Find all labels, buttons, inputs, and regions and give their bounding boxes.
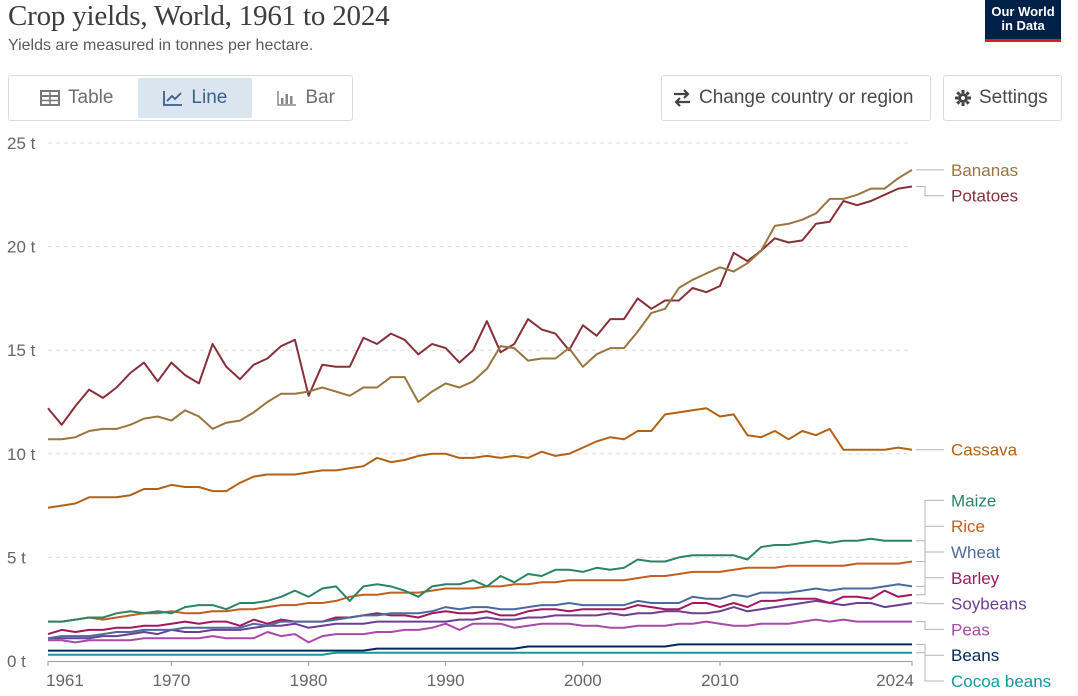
legend-label-bananas[interactable]: Bananas: [951, 161, 1018, 180]
legend-connector: [916, 652, 944, 682]
y-tick-label: 25 t: [7, 134, 36, 153]
tab-bar-label: Bar: [305, 87, 335, 108]
series-line-cassava[interactable]: [47, 407, 913, 509]
legend-label-rice[interactable]: Rice: [951, 517, 985, 536]
bar-chart-icon: [277, 91, 297, 106]
legend-label-barley[interactable]: Barley: [951, 569, 1000, 588]
x-tick-label: 1970: [153, 671, 191, 690]
y-tick-label: 5 t: [7, 548, 26, 567]
change-region-button[interactable]: Change country or region: [661, 75, 931, 121]
legend-label-wheat[interactable]: Wheat: [951, 543, 1000, 562]
x-tick-label: 2024: [876, 671, 914, 690]
x-tick-label: 1961: [46, 671, 84, 690]
tab-table[interactable]: Table: [15, 78, 138, 118]
legend-connector: [916, 577, 944, 596]
view-tabs: Table Line Bar: [8, 75, 353, 121]
series-line-wheat[interactable]: [47, 583, 913, 640]
series-line-maize[interactable]: [48, 537, 912, 623]
y-tick-label: 0 t: [7, 652, 26, 671]
y-tick-label: 20 t: [7, 238, 36, 257]
series-line-barley[interactable]: [47, 589, 913, 636]
legend-connector: [916, 186, 944, 197]
x-tick-label: 1990: [427, 671, 465, 690]
series-line-potatoes[interactable]: [47, 185, 913, 426]
settings-label: Settings: [979, 87, 1048, 108]
x-tick-label: 2010: [701, 671, 739, 690]
legend-connector: [916, 602, 944, 605]
legend-label-beans[interactable]: Beans: [951, 646, 999, 665]
series-line-bananas[interactable]: [48, 169, 913, 441]
legend-connector: [916, 643, 944, 656]
legend-label-potatoes[interactable]: Potatoes: [951, 187, 1018, 206]
series-line-beans[interactable]: [48, 643, 912, 652]
x-tick-label: 1980: [290, 671, 328, 690]
owid-logo[interactable]: Our World in Data: [985, 0, 1061, 42]
tab-line-label: Line: [191, 87, 228, 108]
logo-line-2: in Data: [1001, 18, 1045, 33]
legend-connector: [916, 525, 944, 562]
series-line-rice[interactable]: [48, 560, 913, 623]
series-line-peas[interactable]: [48, 618, 912, 644]
legend-connector: [916, 499, 944, 542]
legend-label-soybeans[interactable]: Soybeans: [951, 595, 1027, 614]
legend-label-cocoa-beans[interactable]: Cocoa beans: [951, 672, 1051, 691]
legend-label-cassava[interactable]: Cassava: [951, 441, 1018, 460]
tab-table-label: Table: [68, 87, 114, 108]
legend-label-peas[interactable]: Peas: [951, 620, 990, 639]
logo-line-1: Our World: [991, 4, 1055, 19]
series-line-soybeans[interactable]: [48, 599, 913, 640]
line-chart-icon: [163, 91, 183, 106]
table-icon: [40, 90, 60, 106]
legend-label-maize[interactable]: Maize: [951, 491, 996, 510]
tab-bar[interactable]: Bar: [252, 78, 360, 118]
chart-title: Crop yields, World, 1961 to 2024: [8, 0, 390, 32]
chart-subtitle: Yields are measured in tonnes per hectar…: [8, 37, 314, 54]
gear-icon: [955, 90, 971, 106]
settings-button[interactable]: Settings: [943, 75, 1062, 121]
x-tick-label: 2000: [564, 671, 602, 690]
change-region-label: Change country or region: [699, 87, 914, 108]
tab-line[interactable]: Line: [138, 78, 253, 118]
y-tick-label: 15 t: [7, 341, 36, 360]
legend-connector: [916, 551, 944, 587]
series-line-cocoa-beans[interactable]: [48, 651, 912, 656]
legend-connector: [916, 621, 944, 630]
y-tick-label: 10 t: [7, 445, 36, 464]
swap-arrows-icon: [674, 89, 690, 107]
